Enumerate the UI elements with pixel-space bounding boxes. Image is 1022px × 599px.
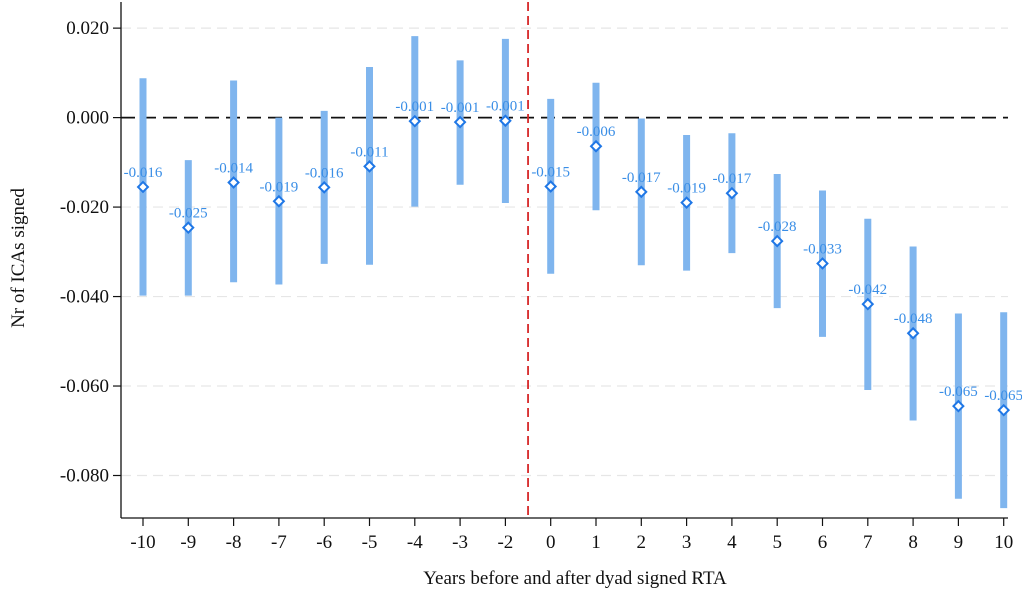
estimate-marker [725,186,739,200]
estimate-marker [317,181,331,194]
estimate-marker [816,257,829,270]
y-tick-label: 0.020 [66,18,109,39]
data-label: -0.016 [124,165,163,181]
data-label: -0.065 [939,384,978,400]
data-label: -0.019 [667,181,706,197]
data-label: -0.048 [894,311,933,327]
estimate-marker [770,234,784,248]
data-label: -0.019 [260,179,299,195]
data-label: -0.011 [350,144,388,160]
y-tick-label: -0.080 [60,466,109,487]
tick-labels: 0.020 0.000 -0.020 -0.040 -0.060 -0.080 -10 -9 -… [60,18,1013,553]
x-tick-label: -9 [180,532,196,553]
estimate-marker [363,160,376,173]
point-markers [136,114,1011,417]
estimate-marker [861,297,875,311]
estimate-marker [272,194,286,208]
x-tick-label: -6 [316,532,332,553]
estimate-marker [227,176,240,189]
data-label: -0.001 [395,99,434,115]
x-tick-label: 5 [772,532,782,553]
x-tick-label: 1 [591,532,601,553]
data-label: -0.025 [169,206,208,222]
x-tick-label: -10 [130,532,155,553]
x-tick-label: -5 [362,532,378,553]
y-tick-label: -0.060 [60,376,109,397]
estimate-marker [589,139,603,153]
x-tick-label: 7 [863,532,873,553]
y-tick-label: -0.040 [60,287,109,308]
data-label: -0.014 [214,160,253,176]
estimate-marker [680,196,693,209]
gridlines [121,27,1008,477]
x-tick-label: 6 [818,532,828,553]
estimate-marker [408,114,422,128]
estimate-marker [906,326,920,340]
ci-bars [139,36,1008,509]
y-axis-title: Nr of ICAs signed [8,188,29,328]
data-label: -0.065 [984,388,1022,404]
x-tick-label: 9 [954,532,964,553]
estimate-marker [997,403,1011,417]
x-tick-label: 4 [727,532,737,553]
x-tick-label: -8 [226,532,242,553]
x-tick-label: -3 [452,532,468,553]
x-axis-title: Years before and after dyad signed RTA [423,568,727,589]
x-tick-label: -7 [271,532,287,553]
x-tick-label: 8 [908,532,918,553]
x-tick-label: 0 [546,532,556,553]
data-label: -0.001 [486,99,525,115]
estimate-marker [952,399,965,413]
data-label: -0.017 [622,170,661,186]
y-tick-label: -0.020 [60,197,109,218]
x-tick-label: 3 [682,532,692,553]
data-label: -0.033 [803,241,842,257]
estimate-marker [499,114,512,128]
data-labels: -0.016 -0.025 -0.014 -0.019 -0.016 -0.011 -0.0… [124,99,1022,404]
x-tick-label: -2 [497,532,513,553]
data-label: -0.028 [758,219,797,235]
estimate-marker [136,180,150,194]
estimate-marker [544,180,558,193]
data-label: -0.006 [577,124,616,140]
data-label: -0.015 [531,165,570,181]
estimate-marker [634,185,648,199]
data-label: -0.001 [441,100,480,116]
data-label: -0.017 [713,171,752,187]
axes [113,2,1008,526]
x-tick-label: -4 [407,532,423,553]
estimate-marker [181,221,195,235]
estimate-marker [453,115,467,129]
x-tick-label: 10 [994,532,1013,553]
x-tick-label: 2 [637,532,647,553]
y-tick-label: 0.000 [66,108,109,129]
data-label: -0.042 [848,282,887,298]
data-label: -0.016 [305,165,344,181]
